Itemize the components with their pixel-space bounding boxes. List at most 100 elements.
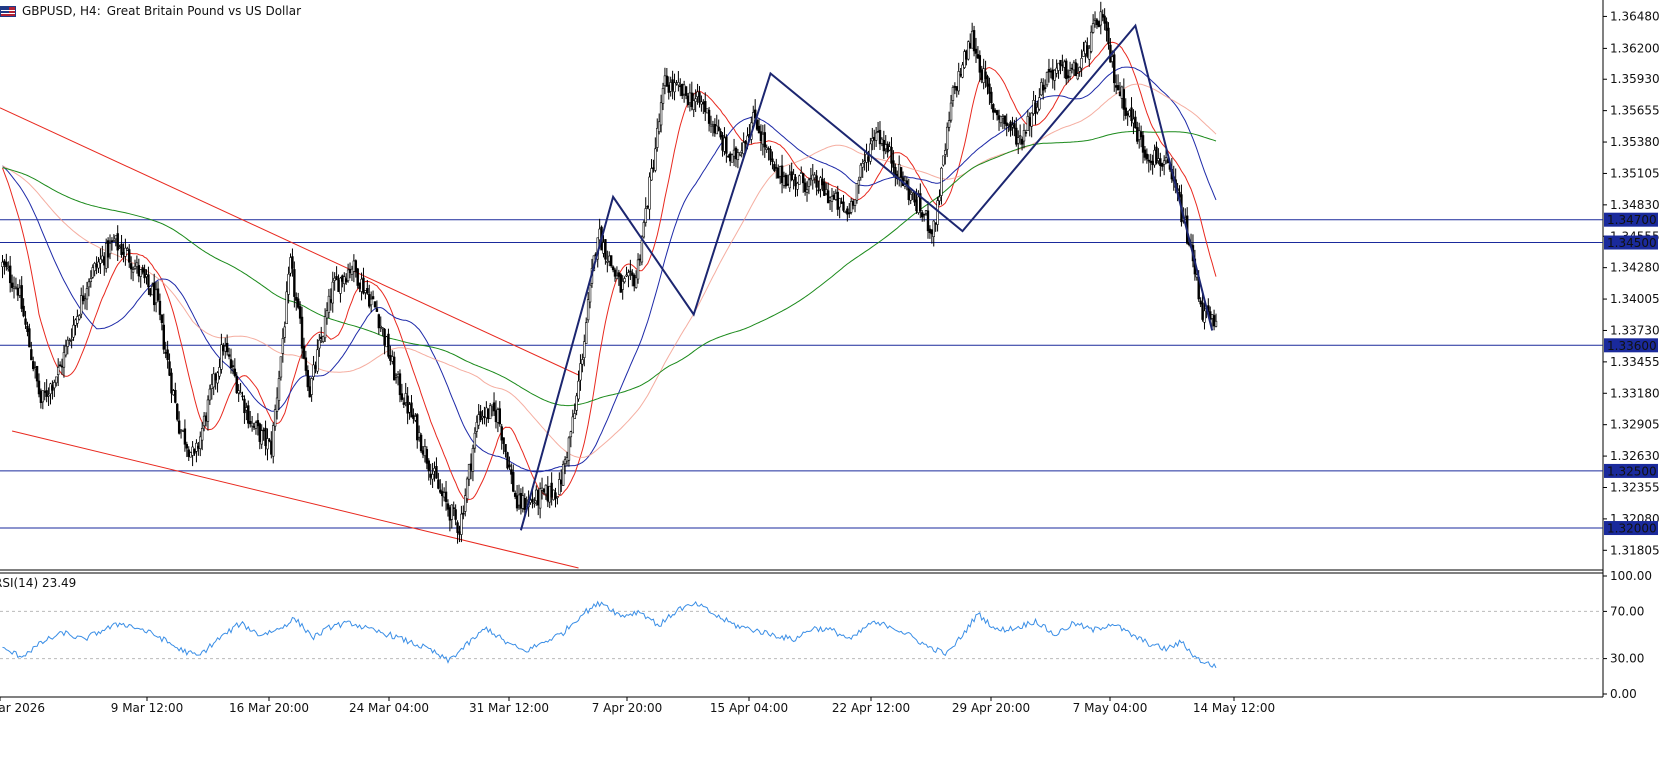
candle-body xyxy=(227,354,231,357)
candle xyxy=(55,376,58,387)
candle-body xyxy=(389,355,392,361)
candle xyxy=(344,273,348,285)
candle xyxy=(1214,313,1218,328)
candle xyxy=(116,225,119,262)
candle xyxy=(356,267,359,289)
candle xyxy=(1015,117,1018,147)
candle-body xyxy=(801,173,805,184)
candle xyxy=(681,83,684,99)
candle-body xyxy=(502,437,505,444)
candle xyxy=(1043,79,1047,93)
candle xyxy=(329,288,333,311)
candle xyxy=(878,121,882,151)
candle xyxy=(1130,97,1133,127)
candle xyxy=(275,387,279,420)
candle xyxy=(208,384,212,405)
candle-body xyxy=(997,115,1001,120)
candle xyxy=(308,376,311,398)
candle-body xyxy=(247,405,250,424)
candle xyxy=(969,33,972,49)
candle xyxy=(642,220,646,239)
candle xyxy=(500,423,503,450)
candle xyxy=(631,269,634,287)
candle xyxy=(667,76,670,100)
candle xyxy=(97,257,100,274)
candle-body xyxy=(224,345,227,352)
candle-body xyxy=(688,92,692,103)
candle xyxy=(1047,58,1051,83)
candle xyxy=(1116,74,1120,91)
candle-body xyxy=(47,394,50,397)
candle-body xyxy=(579,363,582,381)
candle xyxy=(496,407,500,433)
candle-body xyxy=(744,141,747,144)
candle-body xyxy=(957,71,960,92)
candle-body xyxy=(677,82,680,86)
candle xyxy=(1065,58,1068,85)
candle xyxy=(713,118,717,137)
candle xyxy=(552,489,555,501)
candle-body xyxy=(72,324,75,338)
candle xyxy=(258,422,261,450)
candle xyxy=(930,229,934,244)
candle xyxy=(863,149,866,171)
candle xyxy=(796,181,799,197)
candle xyxy=(321,335,325,344)
candle-body xyxy=(926,210,930,232)
candle-body xyxy=(1003,115,1006,125)
candle-body xyxy=(298,306,302,319)
candle xyxy=(788,165,791,192)
candle-body xyxy=(465,478,469,500)
candle xyxy=(752,105,755,124)
candle-body xyxy=(828,197,832,201)
candle xyxy=(335,266,338,281)
candle xyxy=(1074,58,1078,77)
candle xyxy=(1124,98,1127,120)
candle-body xyxy=(871,138,874,142)
candle-body xyxy=(513,492,517,497)
candle xyxy=(1017,130,1020,155)
candle xyxy=(375,300,379,312)
candle xyxy=(700,95,703,112)
candle-body xyxy=(805,189,809,193)
candle xyxy=(1088,45,1091,67)
candle xyxy=(571,409,574,434)
candle xyxy=(909,188,912,205)
candle xyxy=(888,141,891,152)
candle-body xyxy=(264,427,267,446)
candle-body xyxy=(412,414,415,420)
candle xyxy=(498,401,502,427)
candle xyxy=(131,266,135,282)
price-tick-label: 1.32355 xyxy=(1610,480,1660,494)
candle xyxy=(91,264,94,279)
candle xyxy=(671,70,674,100)
candle xyxy=(556,496,559,505)
candle-body xyxy=(702,102,705,105)
candle-body xyxy=(999,115,1003,124)
candle xyxy=(216,371,219,393)
candle xyxy=(85,281,89,311)
candle-body xyxy=(68,340,71,342)
candle xyxy=(68,337,71,345)
candle-body xyxy=(836,191,839,210)
candle xyxy=(1203,302,1206,330)
candle-body xyxy=(30,349,33,361)
candle xyxy=(945,122,949,158)
candle xyxy=(1022,123,1026,149)
candle-body xyxy=(283,326,286,338)
candle-body xyxy=(222,344,225,352)
candle-body xyxy=(631,272,634,276)
candle xyxy=(35,365,39,388)
candle xyxy=(563,456,567,475)
candle-body xyxy=(834,193,838,200)
price-tick-label: 1.34830 xyxy=(1610,198,1660,212)
candle xyxy=(865,143,868,173)
candle-body xyxy=(732,149,736,157)
price-tick-label: 1.35105 xyxy=(1610,166,1660,180)
candle-body xyxy=(273,409,277,427)
candle xyxy=(179,429,183,439)
candle xyxy=(1013,119,1016,137)
candle-body xyxy=(506,452,509,469)
candle xyxy=(1120,85,1124,109)
